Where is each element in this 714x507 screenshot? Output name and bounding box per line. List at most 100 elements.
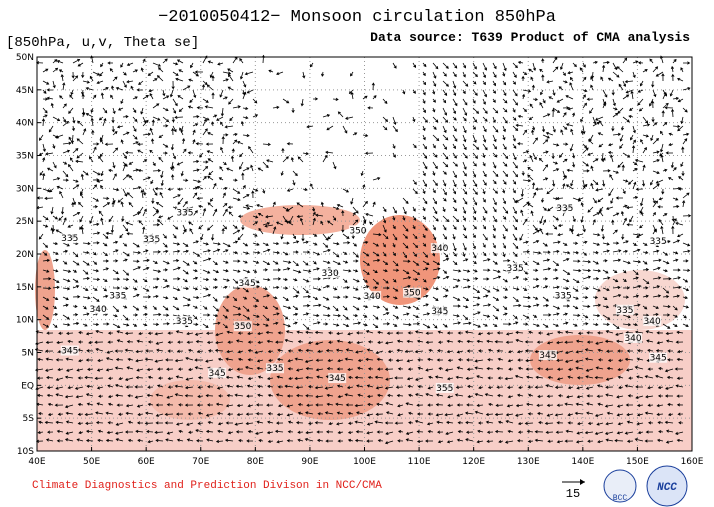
wind-vector: [492, 275, 502, 280]
wind-vector: [412, 251, 418, 257]
wind-vector: [555, 430, 564, 434]
wind-vector: [472, 251, 477, 259]
wind-vector: [512, 179, 517, 185]
wind-vector: [488, 402, 494, 407]
wind-vector: [132, 323, 138, 327]
wind-vector: [472, 296, 481, 300]
wind-vector: [276, 375, 284, 379]
wind-vector: [95, 411, 104, 415]
wind-vector: [615, 196, 624, 200]
wind-vector: [442, 294, 449, 298]
wind-vector: [442, 134, 449, 141]
wind-vector: [242, 116, 249, 120]
wind-vector: [565, 429, 574, 433]
wind-vector: [472, 107, 480, 114]
wind-vector: [112, 259, 119, 263]
wind-vector: [572, 152, 576, 159]
wind-vector: [397, 404, 404, 408]
wind-vector: [472, 311, 481, 316]
wind-vector: [332, 251, 340, 258]
wind-vector: [306, 403, 314, 407]
wind-vector: [352, 269, 359, 273]
wind-vector: [492, 314, 499, 320]
wind-vector: [82, 287, 89, 291]
wind-vector: [592, 242, 601, 246]
wind-vector: [136, 88, 144, 92]
wind-vector: [682, 323, 689, 328]
wind-vector: [467, 394, 474, 399]
wind-vector: [570, 224, 575, 233]
wind-vector: [412, 206, 416, 212]
wind-vector: [557, 330, 564, 335]
wind-vector: [652, 89, 657, 98]
wind-vector: [605, 377, 614, 381]
wind-vector: [477, 429, 484, 433]
wind-vector: [432, 98, 436, 103]
wind-vector: [274, 429, 284, 434]
wind-vector: [405, 438, 414, 442]
wind-vector: [362, 95, 368, 100]
contour-label: 335: [266, 364, 283, 374]
wind-vector: [462, 258, 469, 262]
wind-vector: [576, 376, 584, 380]
contour-label-bg: [430, 243, 449, 254]
wind-vector: [257, 384, 264, 389]
wind-vector: [625, 89, 634, 94]
wind-vector: [256, 420, 264, 424]
wind-vector: [540, 89, 544, 96]
wind-vector: [498, 439, 504, 444]
wind-vector: [558, 152, 564, 158]
wind-vector: [462, 242, 467, 251]
wind-vector: [372, 176, 381, 181]
wind-vector: [246, 384, 254, 388]
wind-vector: [177, 340, 184, 344]
wind-vector: [186, 438, 194, 442]
wind-vector: [482, 268, 491, 272]
wind-vector: [154, 359, 164, 363]
wind-vector: [68, 136, 74, 145]
wind-vector: [602, 314, 611, 320]
wind-vector: [82, 312, 90, 316]
wind-vector: [587, 152, 594, 156]
wind-vector: [79, 215, 84, 223]
wind-vector: [462, 305, 469, 309]
wind-vector: [517, 366, 524, 370]
wind-vector: [530, 210, 534, 217]
wind-vector: [62, 287, 71, 291]
wind-vector: [82, 276, 90, 281]
logo-circle: [646, 465, 688, 507]
wind-vector: [365, 212, 374, 217]
wind-vector: [627, 394, 634, 398]
wind-vector: [172, 224, 179, 230]
wind-vector: [382, 125, 388, 131]
wind-vector: [305, 330, 314, 335]
wind-vector: [532, 192, 537, 199]
wind-vector: [320, 71, 325, 77]
wind-vector: [252, 322, 260, 327]
wind-vector: [276, 421, 284, 425]
wind-vector: [52, 278, 60, 283]
wind-vector: [112, 173, 117, 181]
wind-vector: [236, 375, 244, 379]
wind-vector: [487, 385, 494, 390]
wind-vector: [619, 134, 624, 142]
wind-vector: [150, 179, 154, 185]
wind-vector: [592, 233, 601, 237]
wind-vector: [432, 62, 439, 70]
wind-vector: [82, 241, 91, 246]
wind-vector: [320, 201, 324, 208]
wind-vector: [228, 211, 234, 217]
wind-vector: [507, 395, 514, 399]
subtitle: [850hPa, u,v, Theta se]: [6, 35, 199, 51]
wind-vector: [127, 438, 134, 443]
wind-vector: [559, 62, 564, 71]
wind-vector: [117, 107, 124, 111]
wind-vector: [680, 116, 684, 125]
wind-vector: [137, 438, 144, 443]
wind-vector: [502, 143, 507, 150]
wind-vector: [482, 152, 486, 159]
wind-vector: [79, 192, 84, 199]
wind-vector: [362, 314, 368, 318]
wind-vector: [597, 331, 604, 335]
wind-vector: [556, 377, 564, 381]
